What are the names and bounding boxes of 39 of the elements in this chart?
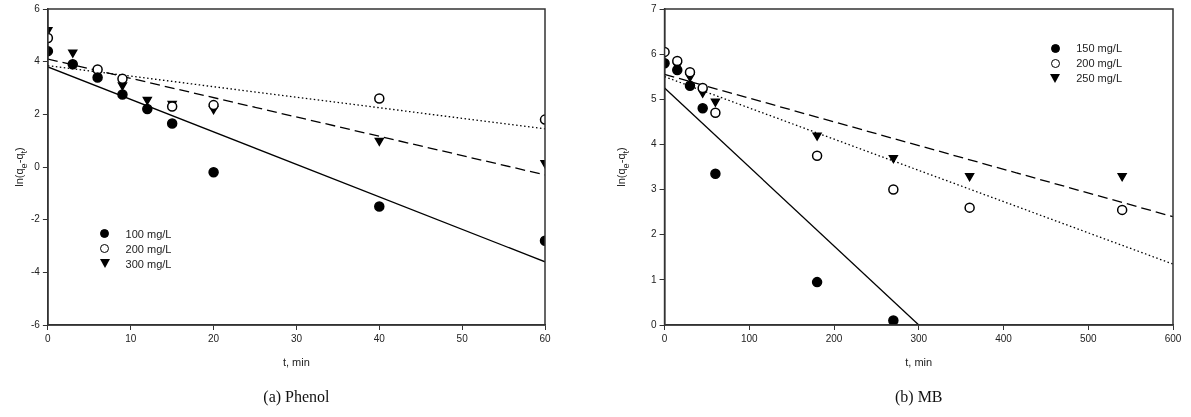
- legend-label: 100 mg/L: [125, 227, 172, 240]
- text: (a) Phenol: [263, 388, 330, 406]
- legend-label: 300 mg/L: [125, 257, 172, 270]
- x-tick-label: 300: [910, 332, 928, 344]
- text: (b) MB: [894, 388, 943, 406]
- x-axis-title: t, min: [282, 356, 310, 368]
- x-tick-label: 600: [1164, 332, 1182, 344]
- y-tick-label: -2: [30, 213, 41, 225]
- y-tick-label: -4: [30, 266, 41, 278]
- y-tick-label: 2: [651, 228, 657, 240]
- y-tick-label: 7: [651, 2, 657, 14]
- legend-label: 200 mg/L: [125, 242, 172, 255]
- x-tick-label: 500: [1079, 332, 1098, 344]
- y-tick-label: -6: [30, 318, 41, 330]
- y-tick-label: 3: [651, 183, 657, 195]
- x-tick-label: 10: [125, 332, 137, 344]
- y-tick-label: 4: [651, 138, 657, 150]
- x-tick-label: 400: [995, 332, 1013, 344]
- y-tick-label: 2: [34, 108, 41, 120]
- x-tick-label: 100: [740, 332, 759, 344]
- x-axis-title: t, min: [905, 356, 933, 368]
- y-tick-label: 5: [651, 93, 657, 105]
- x-tick-label: 60: [539, 332, 551, 344]
- y-tick-label: 0: [34, 160, 41, 172]
- y-tick-label: 6: [34, 2, 41, 14]
- y-tick-label: 6: [651, 47, 657, 59]
- x-tick-label: 40: [373, 332, 386, 344]
- y-tick-label: 0: [651, 318, 657, 330]
- x-tick-label: 50: [456, 332, 469, 344]
- x-tick-label: 200: [825, 332, 843, 344]
- legend-label: 250 mg/L: [1076, 72, 1123, 85]
- x-tick-label: 0: [45, 332, 52, 344]
- legend-label: 200 mg/L: [1076, 57, 1123, 70]
- legend-label: 150 mg/L: [1076, 42, 1123, 55]
- x-tick-label: 0: [661, 332, 668, 344]
- x-tick-label: 30: [290, 332, 303, 344]
- y-tick-label: 1: [651, 273, 657, 285]
- y-tick-label: 4: [34, 55, 41, 67]
- x-tick-label: 20: [208, 332, 220, 344]
